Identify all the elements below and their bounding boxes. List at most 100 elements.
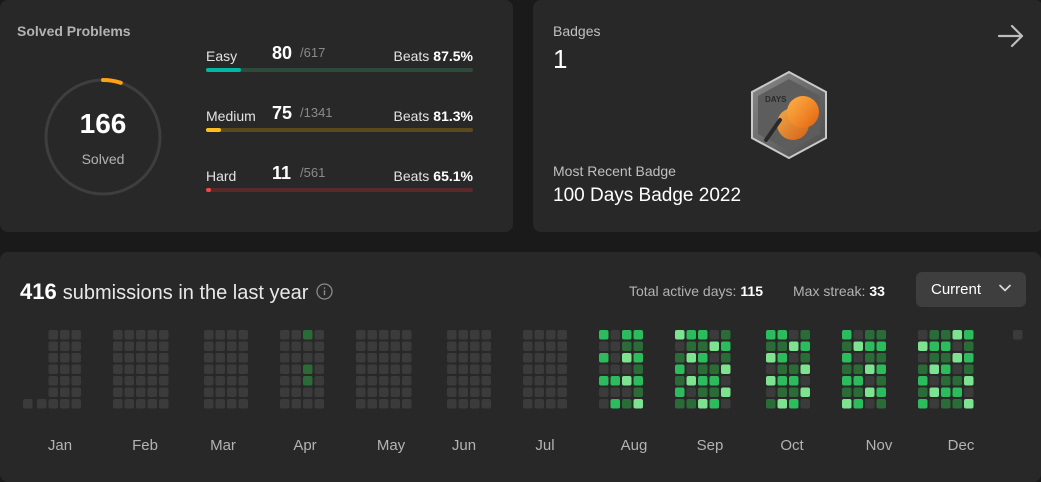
heatmap-day-cell[interactable] [136, 353, 146, 363]
heatmap-day-cell[interactable] [675, 387, 685, 398]
heatmap-day-cell[interactable] [599, 387, 609, 398]
heatmap-day-cell[interactable] [941, 387, 951, 398]
heatmap-day-cell[interactable] [314, 376, 325, 386]
heatmap-day-cell[interactable] [447, 376, 457, 386]
heatmap-day-cell[interactable] [314, 399, 325, 409]
heatmap-day-cell[interactable] [523, 364, 533, 375]
heatmap-day-cell[interactable] [314, 353, 325, 363]
heatmap-day-cell[interactable] [534, 341, 545, 352]
heatmap-day-cell[interactable] [557, 399, 568, 409]
heatmap-day-cell[interactable] [280, 376, 290, 386]
heatmap-day-cell[interactable] [789, 341, 799, 352]
heatmap-day-cell[interactable] [356, 387, 366, 398]
heatmap-day-cell[interactable] [610, 399, 621, 409]
heatmap-day-cell[interactable] [204, 364, 214, 375]
heatmap-day-cell[interactable] [470, 341, 480, 352]
heatmap-day-cell[interactable] [367, 364, 378, 375]
heatmap-day-cell[interactable] [876, 399, 887, 409]
heatmap-day-cell[interactable] [876, 387, 887, 398]
heatmap-day-cell[interactable] [709, 330, 720, 340]
heatmap-day-cell[interactable] [481, 330, 492, 340]
heatmap-day-cell[interactable] [952, 376, 963, 386]
arrow-right-icon[interactable] [997, 23, 1025, 49]
heatmap-day-cell[interactable] [599, 353, 609, 363]
heatmap-day-cell[interactable] [777, 330, 788, 340]
heatmap-day-cell[interactable] [534, 330, 545, 340]
heatmap-day-cell[interactable] [599, 330, 609, 340]
heatmap-day-cell[interactable] [964, 353, 974, 363]
heatmap-day-cell[interactable] [60, 364, 70, 375]
heatmap-day-cell[interactable] [675, 330, 685, 340]
heatmap-day-cell[interactable] [789, 399, 799, 409]
heatmap-day-cell[interactable] [71, 353, 82, 363]
heatmap-day-cell[interactable] [777, 341, 788, 352]
heatmap-day-cell[interactable] [481, 364, 492, 375]
heatmap-day-cell[interactable] [546, 364, 556, 375]
heatmap-day-cell[interactable] [303, 399, 313, 409]
heatmap-day-cell[interactable] [698, 387, 708, 398]
heatmap-day-cell[interactable] [929, 353, 940, 363]
heatmap-day-cell[interactable] [124, 399, 135, 409]
heatmap-day-cell[interactable] [842, 376, 852, 386]
heatmap-day-cell[interactable] [280, 387, 290, 398]
heatmap-day-cell[interactable] [280, 364, 290, 375]
heatmap-day-cell[interactable] [865, 399, 875, 409]
heatmap-day-cell[interactable] [215, 399, 226, 409]
heatmap-day-cell[interactable] [534, 376, 545, 386]
heatmap-day-cell[interactable] [777, 353, 788, 363]
heatmap-day-cell[interactable] [159, 330, 169, 340]
heatmap-day-cell[interactable] [853, 341, 864, 352]
heatmap-day-cell[interactable] [215, 353, 226, 363]
heatmap-day-cell[interactable] [721, 341, 731, 352]
heatmap-day-cell[interactable] [238, 376, 249, 386]
heatmap-day-cell[interactable] [709, 376, 720, 386]
heatmap-day-cell[interactable] [113, 387, 123, 398]
heatmap-day-cell[interactable] [303, 353, 313, 363]
heatmap-day-cell[interactable] [777, 364, 788, 375]
heatmap-day-cell[interactable] [379, 330, 389, 340]
heatmap-day-cell[interactable] [800, 387, 811, 398]
heatmap-day-cell[interactable] [721, 353, 731, 363]
heatmap-day-cell[interactable] [721, 364, 731, 375]
heatmap-day-cell[interactable] [686, 341, 697, 352]
heatmap-day-cell[interactable] [71, 341, 82, 352]
heatmap-day-cell[interactable] [147, 364, 158, 375]
heatmap-day-cell[interactable] [60, 399, 70, 409]
heatmap-day-cell[interactable] [159, 399, 169, 409]
heatmap-day-cell[interactable] [470, 364, 480, 375]
heatmap-day-cell[interactable] [610, 364, 621, 375]
heatmap-day-cell[interactable] [853, 353, 864, 363]
heatmap-day-cell[interactable] [113, 376, 123, 386]
heatmap-day-cell[interactable] [709, 399, 720, 409]
heatmap-day-cell[interactable] [675, 376, 685, 386]
heatmap-day-cell[interactable] [534, 364, 545, 375]
heatmap-day-cell[interactable] [952, 353, 963, 363]
heatmap-day-cell[interactable] [124, 341, 135, 352]
heatmap-day-cell[interactable] [71, 364, 82, 375]
heatmap-day-cell[interactable] [523, 330, 533, 340]
heatmap-day-cell[interactable] [481, 399, 492, 409]
heatmap-day-cell[interactable] [865, 387, 875, 398]
heatmap-day-cell[interactable] [447, 364, 457, 375]
heatmap-day-cell[interactable] [48, 387, 59, 398]
heatmap-day-cell[interactable] [964, 341, 974, 352]
heatmap-day-cell[interactable] [929, 330, 940, 340]
heatmap-day-cell[interactable] [766, 376, 776, 386]
heatmap-day-cell[interactable] [800, 376, 811, 386]
heatmap-day-cell[interactable] [204, 330, 214, 340]
heatmap-day-cell[interactable] [303, 330, 313, 340]
heatmap-day-cell[interactable] [60, 387, 70, 398]
heatmap-day-cell[interactable] [379, 376, 389, 386]
heatmap-day-cell[interactable] [291, 387, 302, 398]
heatmap-day-cell[interactable] [865, 330, 875, 340]
heatmap-day-cell[interactable] [367, 387, 378, 398]
heatmap-day-cell[interactable] [470, 399, 480, 409]
heatmap-day-cell[interactable] [952, 387, 963, 398]
heatmap-day-cell[interactable] [853, 399, 864, 409]
heatmap-day-cell[interactable] [238, 364, 249, 375]
heatmap-day-cell[interactable] [215, 387, 226, 398]
heatmap-day-cell[interactable] [876, 341, 887, 352]
heatmap-day-cell[interactable] [379, 387, 389, 398]
heatmap-day-cell[interactable] [918, 399, 928, 409]
heatmap-day-cell[interactable] [390, 376, 401, 386]
